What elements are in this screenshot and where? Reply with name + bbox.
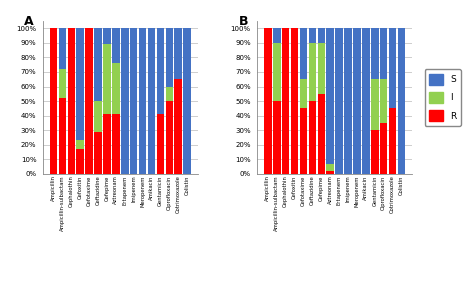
Bar — [165, 101, 173, 174]
Bar — [362, 28, 370, 174]
Bar — [282, 28, 290, 174]
Bar — [300, 79, 307, 108]
Bar — [318, 43, 325, 94]
Bar — [94, 101, 102, 132]
Bar — [130, 28, 137, 174]
Bar — [371, 28, 379, 79]
Bar — [103, 44, 111, 114]
Bar — [76, 28, 84, 140]
Bar — [50, 28, 57, 174]
Bar — [327, 28, 334, 164]
Bar — [94, 132, 102, 174]
Bar — [273, 28, 281, 43]
Bar — [183, 28, 191, 174]
Bar — [103, 114, 111, 174]
Bar — [327, 164, 334, 171]
Bar — [121, 28, 128, 174]
Bar — [59, 28, 66, 69]
Bar — [112, 114, 119, 174]
Bar — [344, 28, 352, 174]
Bar — [380, 123, 388, 174]
Bar — [309, 28, 316, 43]
Bar — [273, 101, 281, 174]
Legend: S, I, R: S, I, R — [425, 69, 461, 126]
Bar — [165, 87, 173, 101]
Bar — [273, 43, 281, 101]
Bar — [380, 79, 388, 123]
Bar — [371, 79, 379, 130]
Bar — [85, 28, 93, 174]
Bar — [327, 171, 334, 174]
Bar — [291, 28, 299, 174]
Bar — [318, 28, 325, 43]
Bar — [309, 43, 316, 101]
Bar — [67, 28, 75, 174]
Bar — [139, 28, 146, 174]
Bar — [94, 28, 102, 101]
Bar — [174, 79, 182, 174]
Bar — [148, 28, 155, 174]
Text: B: B — [238, 15, 248, 28]
Bar — [165, 28, 173, 87]
Bar — [398, 28, 405, 174]
Bar — [112, 28, 119, 63]
Bar — [59, 98, 66, 174]
Text: A: A — [24, 15, 34, 28]
Bar — [309, 101, 316, 174]
Bar — [300, 108, 307, 174]
Bar — [300, 28, 307, 79]
Bar — [318, 94, 325, 174]
Bar — [59, 69, 66, 98]
Bar — [156, 28, 164, 114]
Bar — [353, 28, 361, 174]
Bar — [174, 28, 182, 79]
Bar — [336, 28, 343, 174]
Bar — [112, 63, 119, 114]
Bar — [156, 114, 164, 174]
Bar — [264, 28, 272, 174]
Bar — [371, 130, 379, 174]
Bar — [380, 28, 388, 79]
Bar — [76, 149, 84, 174]
Bar — [76, 140, 84, 149]
Bar — [389, 108, 396, 174]
Bar — [389, 28, 396, 108]
Bar — [103, 28, 111, 44]
